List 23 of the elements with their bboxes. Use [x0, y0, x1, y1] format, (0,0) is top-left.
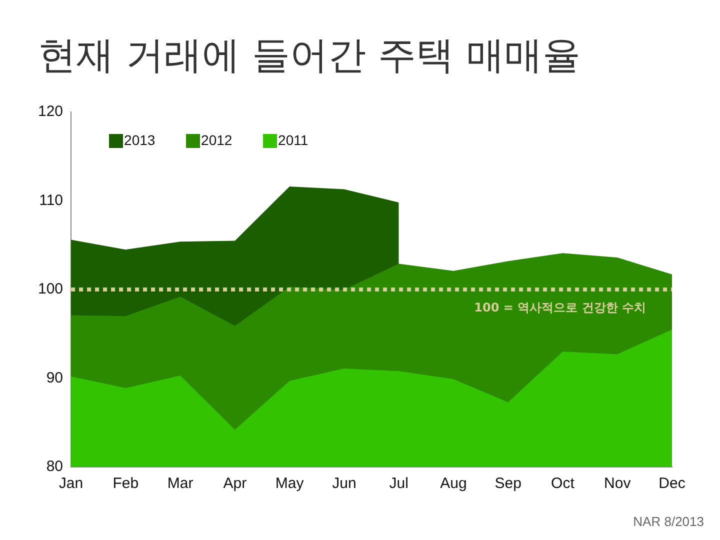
x-tick-label: May	[275, 475, 304, 492]
y-tick-label: 90	[46, 369, 64, 386]
x-tick-label: Jan	[58, 475, 84, 492]
x-tick-label: Apr	[223, 475, 247, 492]
x-tick-label: Mar	[167, 475, 194, 492]
legend-label: 2011	[278, 132, 308, 148]
x-tick-label: Oct	[551, 475, 576, 492]
x-tick-label: Jun	[332, 475, 356, 492]
y-tick-label: 120	[38, 103, 64, 120]
x-tick-label: Dec	[658, 475, 686, 492]
x-tick-label: Sep	[494, 475, 522, 492]
y-tick-label: 100	[38, 280, 64, 298]
legend-label: 2013	[124, 132, 156, 148]
text: NAR 8/2013	[633, 514, 704, 529]
x-tick-label: Jul	[389, 475, 408, 492]
chart-title: 현재 거래에 들어간 주택 매매율	[38, 32, 580, 79]
legend-label: 2012	[201, 132, 232, 148]
y-tick-label: 80	[46, 458, 64, 476]
x-tick-label: Aug	[440, 475, 467, 492]
y-tick-label: 110	[39, 192, 64, 209]
ref-line-label: 100 = 역사적으로 건강한 수치	[474, 300, 646, 315]
x-tick-label: Nov	[604, 475, 632, 492]
x-tick-label: Feb	[112, 475, 139, 492]
